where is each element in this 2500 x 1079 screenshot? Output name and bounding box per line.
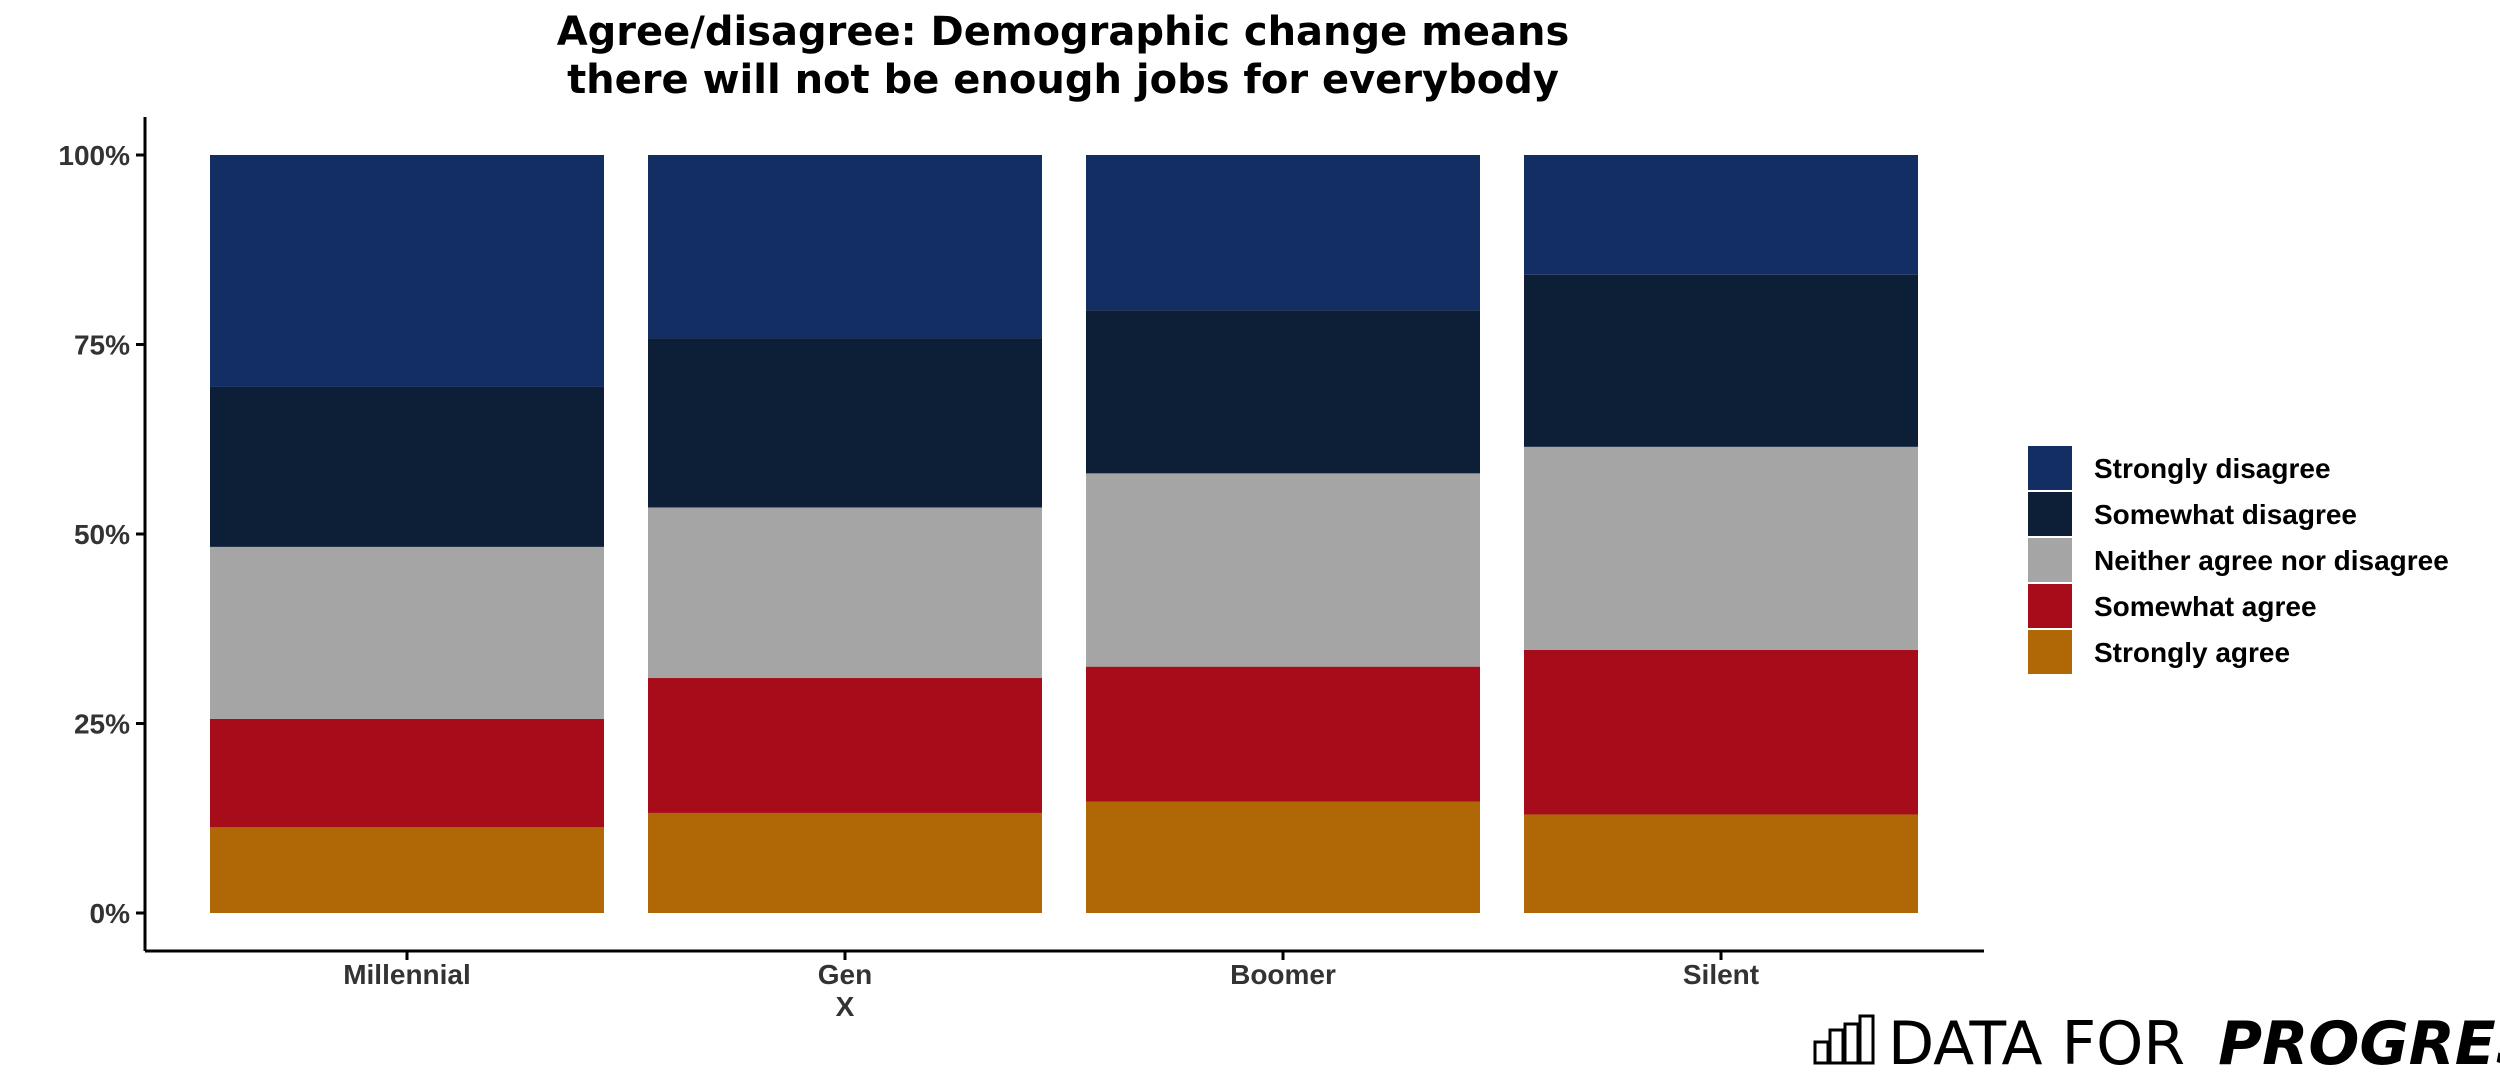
legend-swatch-somewhat-disagree	[2028, 492, 2072, 536]
x-tick-label: Gen	[818, 959, 872, 990]
bar-segment-boomer-neither-agree-nor-disagree	[1086, 473, 1480, 667]
bar-segment-silent-somewhat-disagree	[1524, 274, 1918, 447]
chart-title-line-2: there will not be enough jobs for everyb…	[567, 57, 1559, 103]
bar-segment-gen-x-strongly-agree	[648, 812, 1042, 913]
legend-label-neither-agree-nor-disagree: Neither agree nor disagree	[2094, 545, 2449, 576]
logo-text-light: DATA FOR	[1888, 1009, 2185, 1079]
bar-segment-silent-strongly-disagree	[1524, 155, 1918, 275]
bar-area	[210, 155, 1918, 913]
y-tick-label: 50%	[74, 519, 130, 550]
y-tick-label: 0%	[90, 898, 131, 929]
bar-chart-logo-icon	[1813, 1014, 1875, 1065]
bar-segment-gen-x-somewhat-disagree	[648, 338, 1042, 508]
bar-segment-silent-neither-agree-nor-disagree	[1524, 446, 1918, 650]
x-tick-label: Millennial	[343, 959, 471, 990]
chart-title: Agree/disagree: Demographic change means…	[557, 9, 1570, 103]
logo-text-bold: PROGRESS	[2218, 1009, 2500, 1079]
legend-swatch-strongly-agree	[2028, 630, 2072, 674]
x-tick-label: Silent	[1683, 959, 1759, 990]
y-tick-label: 25%	[74, 709, 130, 740]
x-tick-label: Boomer	[1230, 959, 1336, 990]
y-axis-ticks: 0% 25% 50% 75% 100%	[58, 140, 145, 929]
bar-segment-silent-somewhat-agree	[1524, 649, 1918, 815]
bar-segment-millennial-strongly-agree	[210, 827, 604, 913]
bar-segment-silent-strongly-agree	[1524, 814, 1918, 913]
legend-label-somewhat-disagree: Somewhat disagree	[2094, 499, 2357, 530]
legend-swatch-somewhat-agree	[2028, 584, 2072, 628]
bar-segment-millennial-somewhat-agree	[210, 718, 604, 828]
bar-segment-boomer-strongly-agree	[1086, 801, 1480, 913]
logo-text: DATA FOR PROGRESS	[1888, 1009, 2500, 1079]
y-tick-label: 100%	[58, 140, 130, 171]
bar-segment-millennial-neither-agree-nor-disagree	[210, 546, 604, 719]
y-tick-label: 75%	[74, 330, 130, 361]
legend-label-somewhat-agree: Somewhat agree	[2094, 591, 2317, 622]
bar-segment-gen-x-neither-agree-nor-disagree	[648, 507, 1042, 679]
legend-label-strongly-disagree: Strongly disagree	[2094, 453, 2331, 484]
bar-segment-boomer-strongly-disagree	[1086, 155, 1480, 311]
legend: Strongly disagree Somewhat disagree Neithe…	[2028, 446, 2449, 674]
data-for-progress-logo: DATA FOR PROGRESS	[1813, 1009, 2500, 1079]
bar-segment-boomer-somewhat-agree	[1086, 666, 1480, 802]
legend-label-strongly-agree: Strongly agree	[2094, 637, 2290, 668]
bar-segment-millennial-strongly-disagree	[210, 155, 604, 387]
legend-swatch-neither-agree-nor-disagree	[2028, 538, 2072, 582]
chart-title-line-1: Agree/disagree: Demographic change means	[557, 9, 1570, 55]
bar-segment-millennial-somewhat-disagree	[210, 386, 604, 547]
bar-segment-gen-x-strongly-disagree	[648, 155, 1042, 339]
bar-segment-gen-x-somewhat-agree	[648, 678, 1042, 813]
legend-swatch-strongly-disagree	[2028, 446, 2072, 490]
x-tick-label: X	[836, 991, 855, 1022]
bar-segment-boomer-somewhat-disagree	[1086, 310, 1480, 474]
